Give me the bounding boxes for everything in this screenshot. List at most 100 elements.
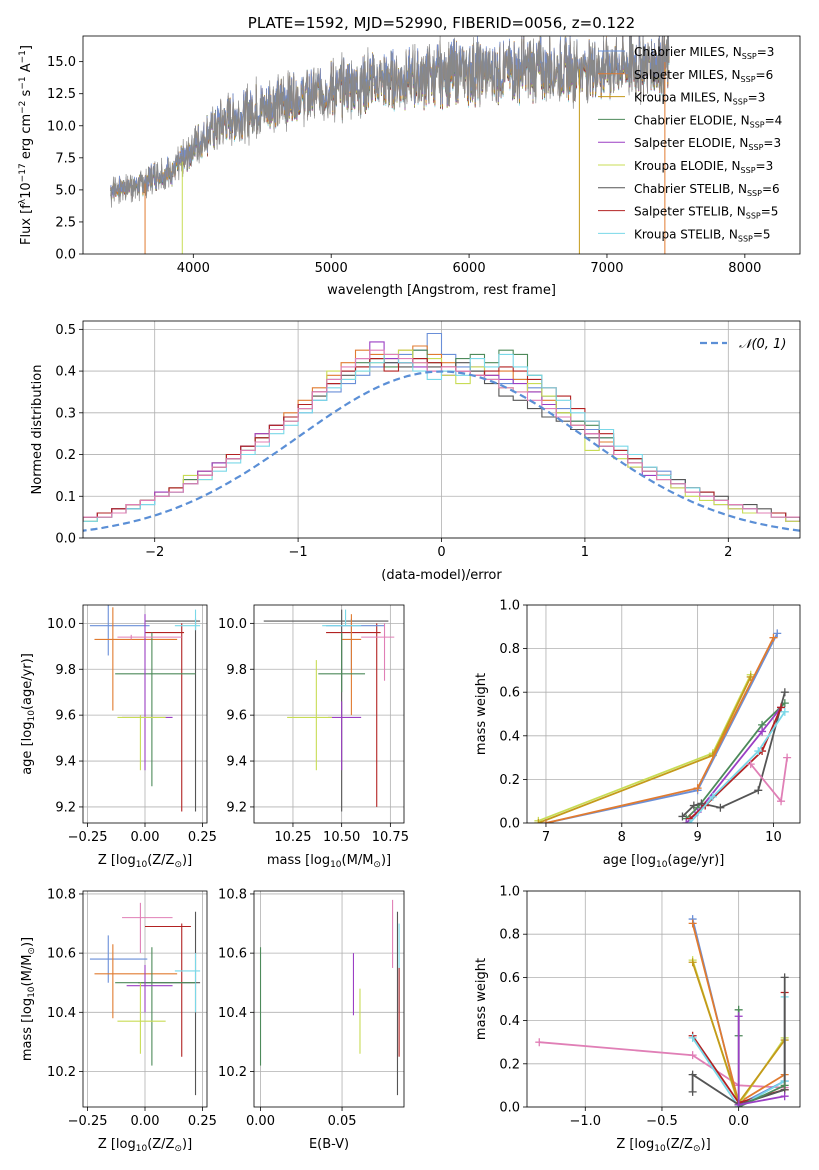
y-tick-label: 0.2 <box>499 773 520 788</box>
legend-count: =6 <box>762 182 780 196</box>
legend-sub: SSP <box>733 98 748 107</box>
legend-count: =6 <box>756 68 774 82</box>
hist-legend-label: 𝒩(0, 1) <box>739 337 786 352</box>
label-part: 10 <box>27 710 37 722</box>
label-part: s <box>19 89 34 100</box>
x-tick-label: 9 <box>693 830 701 845</box>
y-tick-label: 10.0 <box>218 617 247 632</box>
y-tick-label: 0.4 <box>499 729 520 744</box>
legend-entry: Salpeter ELODIE, NSSP=3 <box>634 136 781 152</box>
x-tick-label: −0.5 <box>646 1114 678 1129</box>
x-tick-label: 0.25 <box>188 1114 217 1129</box>
weight-marker <box>688 919 697 928</box>
y-tick-label: 0.3 <box>55 406 76 421</box>
y-tick-label: 0.0 <box>55 532 76 547</box>
weight-marker <box>754 747 763 756</box>
legend-count: =5 <box>761 205 779 219</box>
legend-name: Kroupa STELIB, N <box>634 227 738 241</box>
zage-frame <box>82 604 208 824</box>
zmass-frame <box>82 890 208 1108</box>
y-tick-label: 0.4 <box>55 365 76 380</box>
label-part: )] <box>701 1137 711 1152</box>
y-tick-label: 9.8 <box>226 663 247 678</box>
y-tick-label: 10.0 <box>47 119 76 134</box>
weight-marker <box>535 1038 544 1047</box>
legend-sub: SSP <box>748 143 763 152</box>
label-part: Z [log <box>616 1137 654 1152</box>
weight-marker <box>688 958 697 967</box>
x-tick-label: 1 <box>581 545 589 560</box>
legend-name: Kroupa ELODIE, N <box>634 159 741 173</box>
legend-count: =3 <box>763 136 781 150</box>
x-tick-label: 0 <box>437 545 445 560</box>
hist-ylabel: Normed distribution <box>30 365 45 495</box>
massage-frame <box>253 604 405 824</box>
x-tick-label: 10.50 <box>323 830 360 845</box>
label-part: ⊙ <box>373 860 381 870</box>
hist-series <box>83 332 800 532</box>
label-part: (Z/Z <box>666 1137 693 1152</box>
hist-axes: −2 −1 0 1 2 0.0 0.1 0.2 0.3 0.4 0.5 (data-model)/er… <box>30 320 801 583</box>
zmw-ylabel: mass weight <box>474 958 489 1040</box>
label-part: −1 <box>18 76 28 89</box>
agemw-lines <box>534 629 792 823</box>
y-tick-label: 0.0 <box>499 1101 520 1116</box>
y-tick-label: 10.8 <box>218 887 247 902</box>
legend-entry: Chabrier MILES, NSSP=3 <box>634 45 774 61</box>
y-tick-label: 5.0 <box>55 183 76 198</box>
y-tick-label: 0.5 <box>55 323 76 338</box>
x-tick-label: −2 <box>145 545 164 560</box>
hist-frame <box>82 320 801 539</box>
zmass-xlabel: Z [log10(Z/Z⊙)] <box>98 1137 192 1154</box>
legend-name: Salpeter STELIB, N <box>634 205 746 219</box>
zmass-ylabel: mass [log10(M/M⊙)] <box>20 937 37 1061</box>
x-tick-label: −0.25 <box>68 1114 108 1129</box>
legend-sub: SSP <box>741 75 756 84</box>
x-tick-label: 5000 <box>315 261 348 276</box>
y-tick-label: 9.8 <box>55 663 76 678</box>
weight-marker <box>688 1051 697 1060</box>
x-tick-label: −1.0 <box>569 1114 601 1129</box>
zmass-points <box>89 902 201 1096</box>
y-tick-label: 9.6 <box>226 709 247 724</box>
hist-step-chabrier-elodie <box>83 349 800 522</box>
zmw-xlabel: Z [log10(Z/Z⊙)] <box>616 1137 710 1154</box>
y-tick-label: 1.0 <box>499 599 520 614</box>
weight-marker <box>780 688 789 697</box>
legend-sub: SSP <box>738 234 753 243</box>
label-part: 10 <box>136 1144 148 1154</box>
zage-points <box>89 605 201 812</box>
weight-marker <box>693 784 702 793</box>
spectrum-title: PLATE=1592, MJD=52990, FIBERID=0056, z=0… <box>248 14 635 32</box>
weight-marker <box>686 819 695 823</box>
label-part: ⊙ <box>174 860 182 870</box>
massage-axes: 10.25 10.50 10.75 9.2 9.4 9.6 9.8 10.0 mass [log… <box>218 604 409 870</box>
y-tick-label: 10.8 <box>47 887 76 902</box>
label-part: ⊙ <box>27 947 37 955</box>
legend-count: =4 <box>765 113 783 127</box>
weight-marker <box>688 1033 697 1042</box>
x-tick-label: 0.25 <box>188 830 217 845</box>
x-tick-label: 8000 <box>728 261 761 276</box>
spectrum-legend: Chabrier MILES, NSSP=3 Salpeter MILES, NS… <box>598 45 782 243</box>
legend-count: =3 <box>757 45 775 59</box>
weight-line-chabrier-elodie <box>685 702 786 820</box>
y-tick-label: 9.6 <box>55 709 76 724</box>
hist-step-kroupa-stelib <box>83 353 800 522</box>
y-tick-label: 10.4 <box>218 1006 247 1021</box>
x-tick-label: 10 <box>765 830 782 845</box>
weight-marker <box>541 819 550 823</box>
zmw-lines <box>535 915 789 1107</box>
hist-step-pink <box>83 349 800 522</box>
label-part: age [log <box>20 722 35 775</box>
weight-marker <box>678 812 687 821</box>
hist-xlabel: (data-model)/error <box>381 568 502 583</box>
y-tick-label: 0.2 <box>499 1057 520 1072</box>
label-part: λ <box>18 198 28 204</box>
weight-marker <box>777 797 786 806</box>
agemw-frame <box>526 604 801 824</box>
legend-entry: Salpeter MILES, NSSP=6 <box>634 68 773 84</box>
y-tick-label: 0.8 <box>499 928 520 943</box>
label-part: −17 <box>18 163 28 182</box>
weight-marker <box>682 819 691 823</box>
